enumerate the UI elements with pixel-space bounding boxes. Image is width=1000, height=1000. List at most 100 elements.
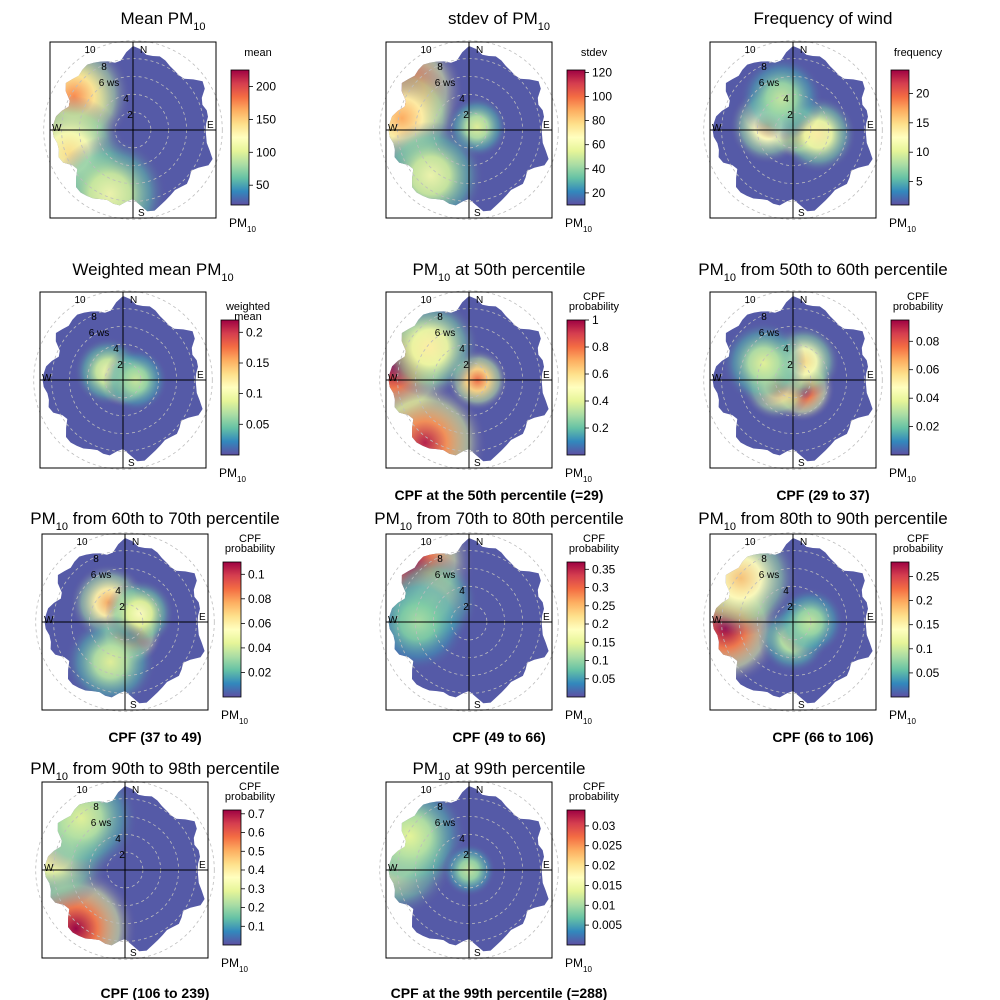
ring-label: 10: [420, 785, 432, 796]
heat-blob: [52, 136, 168, 212]
key-title: probability: [225, 543, 276, 555]
plot-title-subscript: 10: [56, 521, 68, 533]
key-units-base: PM: [221, 956, 239, 970]
key-tick-label: 0.05: [916, 666, 940, 680]
plot-title-subscript: 10: [400, 521, 412, 533]
polar-plot-7: PM10 from 60th to 70th percentileNESW246…: [30, 509, 279, 745]
ring-label: 8: [761, 312, 767, 323]
key-tick-label: 0.03: [592, 819, 616, 833]
key-units-base: PM: [565, 216, 583, 230]
plot-title: Mean PM10: [121, 9, 206, 33]
ring-label: 10: [744, 45, 756, 56]
colour-key: stdev 20 40 60 80 100 120 PM10: [565, 47, 612, 234]
plot-title-main: Weighted mean PM: [72, 260, 221, 279]
panel-frame: [385, 291, 553, 469]
ws-ring-10: [33, 290, 213, 470]
plot-title-subscript: 10: [438, 272, 450, 284]
polar-plot-3: Frequency of wind N E S W 2 46 ws 8 10 frequency 5…: [703, 9, 943, 234]
ring-label: 4: [459, 344, 465, 355]
ws-ring-10: [703, 40, 883, 220]
plot-title-subscript: 10: [193, 21, 205, 33]
key-tick-label: 0.4: [248, 863, 265, 877]
ring-label: 6 ws: [435, 328, 456, 339]
compass-e: E: [199, 860, 206, 871]
compass-w: W: [712, 373, 722, 384]
compass-s: S: [474, 700, 481, 711]
key-title: CPF: [583, 781, 605, 793]
key-units: PM10: [565, 956, 592, 974]
polar-plot-6: PM10 from 50th to 60th percentileNESW246…: [698, 260, 947, 503]
key-bar: [890, 561, 910, 698]
key-bar: [890, 319, 910, 456]
compass-s: S: [138, 208, 145, 219]
ring-label: 4: [783, 344, 789, 355]
compass-n: N: [800, 537, 807, 548]
compass-n: N: [476, 45, 483, 56]
key-units: PM10: [889, 708, 916, 726]
key-units-subscript: 10: [583, 225, 592, 234]
key-units-base: PM: [229, 216, 247, 230]
plot-title-main: PM: [30, 759, 56, 778]
heat-surface: [712, 538, 873, 704]
key-tick-label: 20: [916, 87, 930, 101]
key-tick-label: 0.3: [248, 882, 265, 896]
key-tick-label: 150: [256, 112, 276, 126]
compass-w: W: [44, 863, 54, 874]
compass-s: S: [474, 458, 481, 469]
key-tick-label: 0.1: [248, 567, 265, 581]
compass-s: S: [798, 208, 805, 219]
key-units-subscript: 10: [583, 965, 592, 974]
key-units-subscript: 10: [583, 475, 592, 484]
polar-plot-9: PM10 from 80th to 90th percentileNESW246…: [698, 509, 948, 745]
key-tick-label: 0.15: [246, 356, 270, 370]
key-tick-label: 0.1: [592, 654, 609, 668]
key-tick-label: 0.08: [248, 592, 272, 606]
panel-frame: [385, 41, 553, 219]
key-title: CPF: [239, 533, 261, 545]
panel-frame: [385, 781, 553, 959]
key-tick-label: 0.08: [916, 334, 940, 348]
ring-label: 2: [463, 360, 469, 371]
key-units-subscript: 10: [907, 225, 916, 234]
key-units-base: PM: [219, 466, 237, 480]
ring-label: 2: [117, 360, 123, 371]
key-tick-label: 0.25: [916, 570, 940, 584]
compass-w: W: [44, 615, 54, 626]
compass-s: S: [474, 948, 481, 959]
key-tick-label: 100: [592, 90, 612, 104]
compass-n: N: [476, 295, 483, 306]
ws-ring-10: [35, 532, 215, 712]
ws-ring-10: [35, 780, 215, 960]
ws-ring-10: [43, 40, 223, 220]
plot-title-main: PM: [413, 759, 439, 778]
key-tick-label: 5: [916, 175, 923, 189]
compass-w: W: [42, 373, 52, 384]
ring-label: 2: [787, 110, 793, 121]
key-tick-label: 60: [592, 138, 606, 152]
ring-label: 4: [123, 94, 129, 105]
plot-title-suffix: from 80th to 90th percentile: [736, 509, 948, 528]
ring-label: 8: [101, 62, 107, 73]
key-bar: [230, 69, 250, 206]
compass-e: E: [207, 120, 214, 131]
key-tick-label: 0.05: [246, 417, 270, 431]
ring-label: 10: [74, 295, 86, 306]
ring-label: 8: [437, 62, 443, 73]
ring-label: 6 ws: [91, 818, 112, 829]
key-tick-label: 0.005: [592, 918, 622, 932]
key-units: PM10: [565, 708, 592, 726]
key-units-base: PM: [565, 466, 583, 480]
key-tick-label: 0.015: [592, 878, 622, 892]
plot-title: Frequency of wind: [754, 9, 893, 28]
ring-label: 4: [459, 834, 465, 845]
key-title: CPF: [583, 533, 605, 545]
plot-title-suffix: from 90th to 98th percentile: [68, 759, 280, 778]
key-units-base: PM: [565, 956, 583, 970]
ring-label: 6 ws: [91, 570, 112, 581]
